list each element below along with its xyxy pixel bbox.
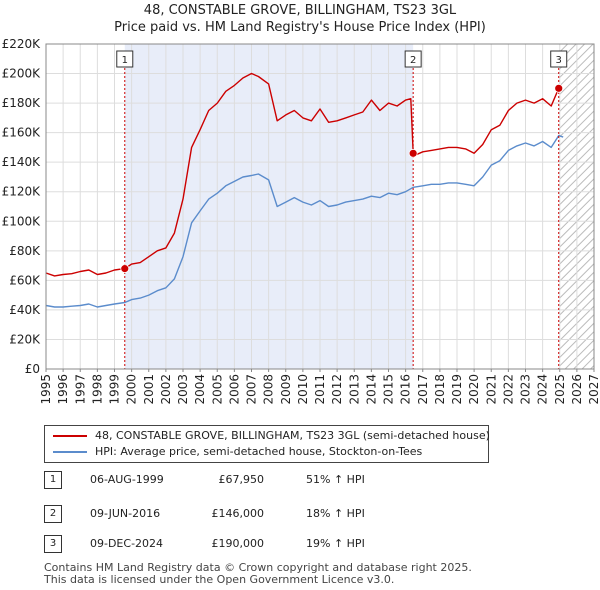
legend: 48, CONSTABLE GROVE, BILLINGHAM, TS23 3G… — [44, 425, 490, 463]
sale-row: 2 09-JUN-2016 £146,000 18% ↑ HPI — [0, 504, 600, 524]
x-tick-label: 2023 — [519, 374, 533, 405]
sale-row: 1 06-AUG-1999 £67,950 51% ↑ HPI — [0, 470, 600, 490]
y-tick-label: £60K — [9, 273, 41, 287]
x-tick-label: 2016 — [399, 374, 413, 405]
x-tick-label: 2025 — [553, 374, 567, 405]
sale-marker-box — [550, 50, 568, 68]
sale-number: 3 — [44, 535, 62, 553]
x-tick-label: 2019 — [450, 374, 464, 405]
sale-marker-box — [404, 50, 422, 68]
x-tick-label: 2027 — [587, 374, 600, 405]
x-tick-label: 2008 — [262, 374, 276, 405]
sale-date: 06-AUG-1999 — [90, 473, 164, 486]
sale-price: £190,000 — [211, 537, 265, 550]
y-tick-label: £100K — [2, 214, 42, 228]
x-tick-label: 2009 — [279, 374, 293, 405]
y-tick-label: £220K — [2, 37, 42, 51]
chart-subtitle: Price paid vs. HM Land Registry's House … — [114, 20, 486, 35]
sale-marker-box — [116, 50, 134, 68]
sale-number: 1 — [44, 471, 62, 489]
x-tick-label: 2022 — [501, 374, 515, 405]
x-tick-label: 2021 — [484, 374, 498, 405]
x-tick-label: 2000 — [125, 374, 139, 405]
x-tick-label: 1996 — [56, 374, 70, 405]
x-tick-label: 2004 — [193, 374, 207, 405]
x-tick-label: 2012 — [330, 374, 344, 405]
y-tick-label: £200K — [2, 67, 42, 81]
sale-hpi: 19% ↑ HPI — [306, 537, 365, 550]
x-tick-label: 2018 — [433, 374, 447, 405]
x-tick-label: 2003 — [176, 374, 190, 405]
sale-price: £67,950 — [218, 473, 265, 486]
x-tick-label: 1999 — [108, 374, 122, 405]
y-tick-label: £40K — [9, 303, 41, 317]
x-tick-label: 2010 — [296, 374, 310, 405]
x-tick-label: 2006 — [227, 374, 241, 405]
legend-swatch-hpi — [53, 451, 87, 453]
sale-hpi: 18% ↑ HPI — [306, 507, 365, 520]
sale-price: £146,000 — [211, 507, 265, 520]
x-tick-label: 2015 — [382, 374, 396, 405]
sale-number: 2 — [44, 505, 62, 523]
x-tick-label: 2011 — [313, 374, 327, 405]
legend-label-hpi: HPI: Average price, semi-detached house,… — [95, 445, 423, 458]
y-tick-label: £20K — [9, 332, 41, 346]
x-tick-label: 1998 — [90, 374, 104, 405]
x-tick-label: 2002 — [159, 374, 173, 405]
y-tick-label: £120K — [2, 185, 42, 199]
sale-marker-point — [408, 148, 418, 158]
y-tick-label: £80K — [9, 244, 41, 258]
sale-marker-label: 1 — [122, 55, 128, 66]
x-tick-label: 2001 — [142, 374, 156, 405]
sale-marker-point — [120, 264, 130, 274]
footer: Contains HM Land Registry data © Crown c… — [44, 562, 472, 586]
hpi-series-line — [45, 134, 564, 308]
x-tick-label: 2026 — [570, 374, 584, 405]
y-tick-label: £160K — [2, 126, 42, 140]
legend-swatch-property — [53, 435, 87, 437]
x-tick-label: 2013 — [347, 374, 361, 405]
x-tick-label: 2017 — [416, 374, 430, 405]
sale-marker-label: 2 — [410, 55, 416, 66]
sale-hpi: 51% ↑ HPI — [306, 473, 365, 486]
price-chart: 1 2 3 £0 £20K £40K £60K £80K £100K £120K £140K £16… — [2, 37, 600, 405]
sale-marker-point — [554, 83, 564, 93]
x-tick-label: 2024 — [536, 374, 550, 405]
legend-label-property: 48, CONSTABLE GROVE, BILLINGHAM, TS23 3G… — [95, 429, 490, 442]
property-series-line — [45, 72, 560, 277]
y-tick-label: £140K — [2, 155, 42, 169]
chart-title: 48, CONSTABLE GROVE, BILLINGHAM, TS23 3G… — [143, 3, 457, 18]
sale-row: 3 09-DEC-2024 £190,000 19% ↑ HPI — [0, 534, 600, 554]
x-tick-label: 2005 — [210, 374, 224, 405]
footer-licence: This data is licensed under the Open Gov… — [44, 573, 395, 586]
x-tick-label: 2020 — [467, 374, 481, 405]
footer-copyright: Contains HM Land Registry data © Crown c… — [44, 561, 472, 574]
x-tick-label: 2014 — [364, 374, 378, 405]
sale-date: 09-JUN-2016 — [90, 507, 161, 520]
y-tick-label: £180K — [2, 96, 42, 110]
sale-marker-label: 3 — [556, 55, 562, 66]
sale-date: 09-DEC-2024 — [90, 537, 164, 550]
x-tick-label: 2007 — [245, 374, 259, 405]
y-tick-label: £0 — [25, 362, 40, 376]
x-tick-label: 1997 — [73, 374, 87, 405]
x-tick-label: 1995 — [39, 374, 53, 405]
